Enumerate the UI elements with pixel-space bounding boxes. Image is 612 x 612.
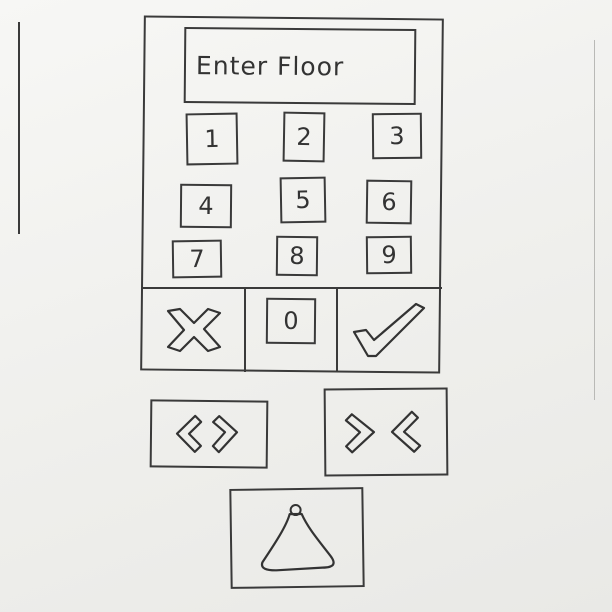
x-icon bbox=[166, 307, 222, 353]
alarm-button[interactable] bbox=[229, 487, 365, 589]
key-6-label: 6 bbox=[381, 187, 397, 217]
key-0[interactable]: 0 bbox=[265, 297, 317, 345]
key-2[interactable]: 2 bbox=[282, 111, 326, 163]
key-1-label: 1 bbox=[204, 124, 220, 154]
cell-divider-right bbox=[336, 288, 338, 372]
key-5[interactable]: 5 bbox=[279, 176, 327, 224]
key-3[interactable]: 3 bbox=[371, 112, 423, 160]
floor-input-display[interactable]: Enter Floor bbox=[183, 26, 417, 106]
key-4-label: 4 bbox=[198, 191, 214, 221]
key-4[interactable]: 4 bbox=[179, 183, 233, 229]
action-row-divider bbox=[142, 287, 442, 289]
key-9[interactable]: 9 bbox=[365, 235, 413, 275]
door-close-button[interactable] bbox=[323, 387, 449, 477]
key-5-label: 5 bbox=[295, 185, 311, 215]
bell-icon bbox=[260, 504, 335, 572]
key-8[interactable]: 8 bbox=[275, 235, 319, 277]
confirm-button[interactable] bbox=[340, 290, 440, 370]
key-0-label: 0 bbox=[283, 306, 299, 336]
key-6[interactable]: 6 bbox=[365, 179, 413, 225]
key-8-label: 8 bbox=[289, 241, 305, 271]
door-open-arrows-icon bbox=[175, 414, 239, 454]
neighbor-sketch-edge bbox=[0, 22, 20, 234]
paper-edge bbox=[594, 40, 612, 400]
key-3-label: 3 bbox=[389, 121, 405, 151]
key-7-label: 7 bbox=[189, 244, 205, 274]
floor-input-placeholder: Enter Floor bbox=[195, 50, 345, 81]
cancel-button[interactable] bbox=[146, 290, 242, 370]
door-close-arrows-icon bbox=[344, 410, 422, 454]
cell-divider-left bbox=[244, 288, 246, 372]
key-9-label: 9 bbox=[381, 240, 397, 270]
door-open-button[interactable] bbox=[149, 399, 269, 469]
check-icon bbox=[352, 302, 426, 358]
key-7[interactable]: 7 bbox=[171, 239, 223, 279]
key-1[interactable]: 1 bbox=[185, 112, 239, 166]
key-2-label: 2 bbox=[296, 122, 312, 152]
